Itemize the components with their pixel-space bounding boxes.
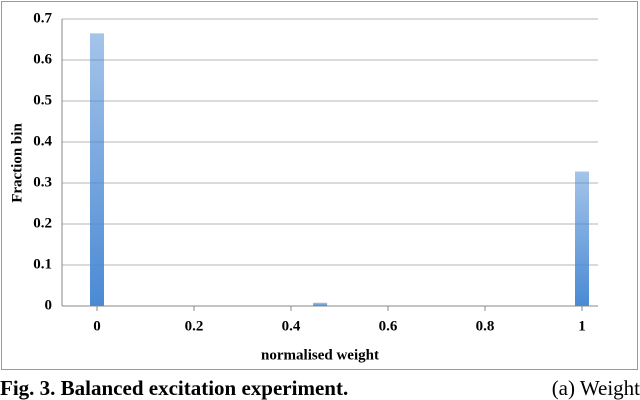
y-tick-label: 0.5 <box>33 92 52 108</box>
bar <box>90 33 104 306</box>
y-tick-label: 0 <box>45 297 53 313</box>
caption-bold: Fig. 3. Balanced excitation experiment. <box>0 376 348 400</box>
y-axis-label: Fraction bin <box>9 123 25 203</box>
x-tick-label: 0.6 <box>379 318 398 334</box>
bar <box>313 302 328 306</box>
x-tick-label: 0.4 <box>282 318 301 334</box>
x-axis-label: normalised weight <box>261 347 379 363</box>
y-tick-label: 0.4 <box>33 133 52 149</box>
x-tick-label: 0.8 <box>476 318 495 334</box>
x-tick-label: 1 <box>578 318 586 334</box>
bar <box>575 171 589 306</box>
y-tick-label: 0.2 <box>33 215 52 231</box>
x-tick-label: 0.2 <box>185 318 204 334</box>
y-tick-label: 0.1 <box>33 256 52 272</box>
chart-frame <box>1 1 638 370</box>
caption-rest: (a) Weight <box>552 376 640 400</box>
y-tick-label: 0.7 <box>33 10 52 26</box>
y-tick-label: 0.6 <box>33 51 52 67</box>
y-tick-label: 0.3 <box>33 174 52 190</box>
x-tick-label: 0 <box>93 318 101 334</box>
